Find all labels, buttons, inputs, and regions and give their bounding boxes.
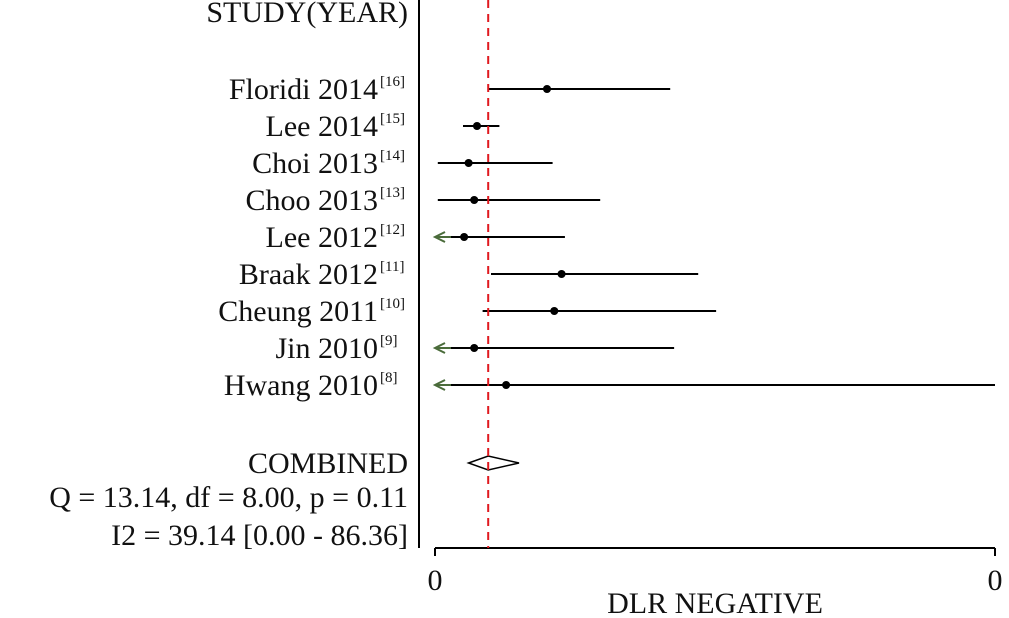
heterogeneity-q-stat: Q = 13.14, df = 8.00, p = 0.11 bbox=[49, 481, 408, 514]
study-label: Lee 2014 bbox=[266, 110, 378, 143]
truncation-arrow-icon bbox=[432, 342, 451, 354]
point-estimate bbox=[557, 270, 566, 278]
study-row: Cheung 2011 [10] bbox=[218, 295, 717, 328]
study-label: Choo 2013 bbox=[245, 184, 378, 217]
point-estimate bbox=[543, 85, 551, 93]
truncation-arrow-icon bbox=[432, 231, 451, 243]
x-tick-label: 0 bbox=[988, 564, 1003, 597]
study-reference: [14] bbox=[380, 148, 405, 164]
study-row: Braak 2012 [11] bbox=[239, 258, 699, 291]
study-rows: Floridi 2014 [16] Lee 2014 [15] Choi 2013 [14… bbox=[218, 73, 995, 402]
study-row: Jin 2010 [9] bbox=[275, 332, 675, 365]
x-axis-label: DLR NEGATIVE bbox=[607, 587, 823, 618]
study-label: Lee 2012 bbox=[266, 221, 378, 254]
study-label: Cheung 2011 bbox=[218, 295, 378, 328]
point-estimate bbox=[460, 233, 469, 241]
point-estimate bbox=[502, 381, 511, 389]
study-label: Hwang 2010 bbox=[224, 369, 378, 402]
study-reference: [8] bbox=[380, 370, 398, 386]
study-label: Braak 2012 bbox=[239, 258, 378, 291]
x-tick-label: 0 bbox=[428, 564, 443, 597]
study-reference: [11] bbox=[380, 259, 404, 275]
point-estimate bbox=[464, 159, 473, 167]
point-estimate bbox=[550, 307, 559, 315]
study-reference: [16] bbox=[380, 74, 405, 90]
study-label: Floridi 2014 bbox=[229, 73, 378, 106]
study-label: Jin 2010 bbox=[275, 332, 378, 365]
study-reference: [10] bbox=[380, 296, 405, 312]
point-estimate bbox=[470, 344, 479, 352]
study-reference: [13] bbox=[380, 185, 405, 201]
point-estimate bbox=[473, 122, 481, 130]
combined-row: COMBINED bbox=[248, 447, 520, 480]
heterogeneity-i2-stat: I2 = 39.14 [0.00 - 86.36] bbox=[111, 519, 408, 552]
study-row: Hwang 2010 [8] bbox=[224, 369, 995, 402]
study-column-header: STUDY(YEAR) bbox=[206, 0, 408, 29]
study-reference: [12] bbox=[380, 222, 405, 238]
combined-diamond bbox=[466, 455, 520, 471]
study-reference: [9] bbox=[380, 333, 398, 349]
truncation-arrow-icon bbox=[432, 379, 451, 391]
point-estimate bbox=[470, 196, 479, 204]
study-row: Lee 2014 [15] bbox=[266, 110, 500, 143]
study-row: Floridi 2014 [16] bbox=[229, 73, 671, 106]
study-reference: [15] bbox=[380, 111, 405, 127]
study-row: Lee 2012 [12] bbox=[266, 221, 565, 254]
combined-label: COMBINED bbox=[248, 447, 408, 480]
study-row: Choo 2013 [13] bbox=[245, 184, 601, 217]
study-label: Choi 2013 bbox=[252, 147, 378, 180]
study-row: Choi 2013 [14] bbox=[252, 147, 553, 180]
